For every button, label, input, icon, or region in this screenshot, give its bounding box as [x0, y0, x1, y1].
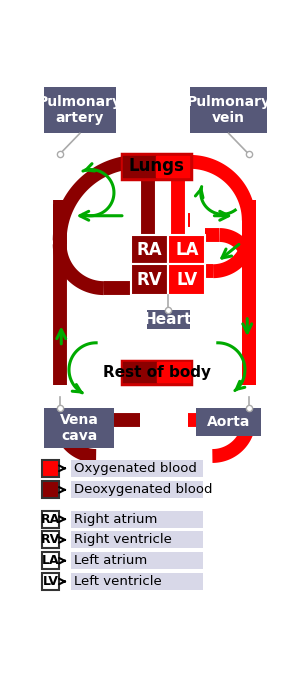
FancyBboxPatch shape	[44, 87, 116, 134]
FancyBboxPatch shape	[131, 264, 168, 295]
Text: RA: RA	[41, 512, 60, 526]
FancyBboxPatch shape	[131, 235, 168, 264]
FancyBboxPatch shape	[71, 552, 203, 569]
Text: LA: LA	[175, 240, 199, 259]
Text: Aorta: Aorta	[207, 415, 250, 429]
FancyBboxPatch shape	[42, 460, 59, 477]
FancyBboxPatch shape	[42, 552, 59, 569]
Text: Deoxygenated blood: Deoxygenated blood	[74, 483, 213, 496]
Text: Rest of body: Rest of body	[102, 364, 211, 379]
Text: RV: RV	[41, 533, 60, 547]
Text: LV: LV	[43, 575, 58, 588]
FancyBboxPatch shape	[71, 460, 203, 477]
FancyBboxPatch shape	[42, 481, 59, 498]
FancyBboxPatch shape	[44, 408, 114, 448]
Text: Left ventricle: Left ventricle	[74, 575, 162, 588]
FancyBboxPatch shape	[168, 264, 206, 295]
FancyBboxPatch shape	[190, 87, 268, 134]
FancyBboxPatch shape	[196, 408, 261, 436]
Text: LA: LA	[42, 554, 59, 567]
FancyBboxPatch shape	[71, 531, 203, 548]
Text: Oxygenated blood: Oxygenated blood	[74, 462, 197, 475]
FancyBboxPatch shape	[122, 360, 192, 383]
Text: Right atrium: Right atrium	[74, 512, 158, 526]
Text: Heart: Heart	[144, 313, 192, 327]
Text: Lungs: Lungs	[128, 157, 184, 176]
Text: Pulmonary
vein: Pulmonary vein	[187, 95, 271, 126]
FancyBboxPatch shape	[71, 573, 203, 590]
Text: Vena
cava: Vena cava	[60, 413, 98, 443]
FancyBboxPatch shape	[71, 511, 203, 528]
FancyBboxPatch shape	[122, 154, 191, 179]
FancyBboxPatch shape	[71, 481, 203, 498]
Text: LV: LV	[176, 271, 197, 289]
Text: RV: RV	[137, 271, 162, 289]
FancyBboxPatch shape	[42, 573, 59, 590]
Text: Left atrium: Left atrium	[74, 554, 148, 567]
Text: Pulmonary
artery: Pulmonary artery	[38, 95, 122, 126]
FancyBboxPatch shape	[42, 531, 59, 548]
FancyBboxPatch shape	[168, 235, 206, 264]
Text: Right ventricle: Right ventricle	[74, 533, 172, 547]
Text: RA: RA	[137, 240, 162, 259]
FancyBboxPatch shape	[42, 511, 59, 528]
FancyBboxPatch shape	[147, 310, 190, 329]
